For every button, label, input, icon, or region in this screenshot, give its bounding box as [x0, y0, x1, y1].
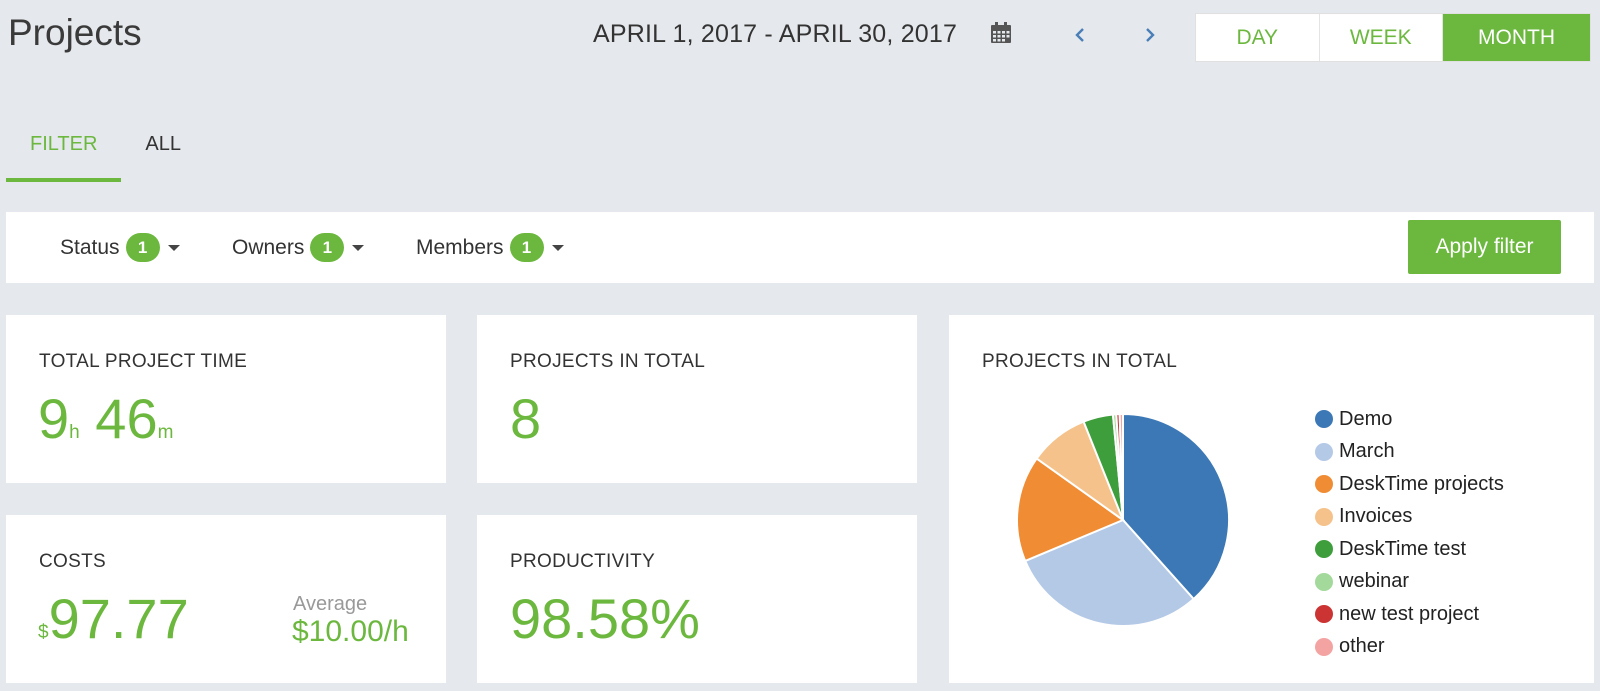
period-month-button[interactable]: MONTH	[1443, 14, 1590, 61]
average-value: $10.00/h	[292, 615, 409, 648]
pie-slice-0[interactable]	[1122, 412, 1230, 601]
status-count-badge: 1	[125, 233, 160, 262]
hours-unit: h	[69, 422, 80, 443]
card-title: COSTS	[39, 551, 106, 572]
costs-amount: 97.77	[48, 587, 189, 650]
currency-symbol: $	[38, 622, 49, 643]
members-filter-dropdown[interactable]: Members 1	[416, 233, 564, 262]
legend-label: DeskTime projects	[1339, 472, 1504, 495]
date-range: APRIL 1, 2017 - APRIL 30, 2017	[593, 20, 958, 48]
chevron-right-icon[interactable]	[1138, 22, 1162, 48]
legend-color-dot	[1315, 637, 1333, 656]
legend-color-dot	[1315, 442, 1333, 461]
legend-color-dot	[1315, 507, 1333, 526]
productivity-card: PRODUCTIVITY 98.58%	[477, 515, 917, 683]
period-day-button[interactable]: DAY	[1196, 14, 1320, 61]
caret-down-icon	[167, 244, 180, 251]
projects-chart-card: PROJECTS IN TOTAL Demo March DeskTime proj…	[949, 315, 1594, 683]
projects-total-value: 8	[510, 387, 542, 450]
legend-label: new test project	[1339, 602, 1480, 625]
card-title: TOTAL PROJECT TIME	[39, 351, 248, 372]
costs-value: $97.77	[38, 591, 189, 647]
tab-all[interactable]: ALL	[145, 133, 182, 155]
owners-count-badge: 1	[310, 233, 345, 262]
projects-total-card: PROJECTS IN TOTAL 8	[477, 315, 917, 483]
legend-item: DeskTime projects	[1315, 468, 1504, 501]
owners-filter-label: Owners	[232, 235, 305, 259]
legend-label: March	[1339, 440, 1395, 463]
legend-color-dot	[1315, 540, 1333, 559]
legend-label: Demo	[1339, 407, 1393, 430]
legend-item: other	[1315, 631, 1504, 664]
legend-label: other	[1339, 635, 1385, 658]
average-label: Average	[293, 593, 368, 615]
total-time-value: 9h 46m	[38, 391, 173, 447]
caret-down-icon	[551, 244, 564, 251]
legend-color-dot	[1315, 572, 1333, 591]
costs-card: COSTS $97.77 Average $10.00/h	[6, 515, 446, 683]
chart-legend: Demo March DeskTime projects Invoices DeskTi…	[1315, 403, 1504, 663]
page-title: Projects	[8, 12, 142, 53]
owners-filter-dropdown[interactable]: Owners 1	[232, 233, 365, 262]
period-toggle: DAY WEEK MONTH	[1195, 13, 1591, 62]
legend-label: DeskTime test	[1339, 537, 1467, 560]
period-week-button[interactable]: WEEK	[1320, 14, 1443, 61]
legend-item: webinar	[1315, 566, 1504, 599]
legend-item: Invoices	[1315, 501, 1504, 534]
legend-label: webinar	[1339, 570, 1410, 593]
members-filter-label: Members	[416, 235, 504, 259]
legend-item: Demo	[1315, 403, 1504, 436]
apply-filter-button[interactable]: Apply filter	[1408, 220, 1561, 274]
legend-label: Invoices	[1339, 505, 1413, 528]
members-count-badge: 1	[509, 233, 544, 262]
productivity-value: 98.58%	[510, 587, 700, 650]
minutes-value: 46	[95, 387, 158, 450]
legend-color-dot	[1315, 475, 1333, 494]
card-title: PRODUCTIVITY	[510, 551, 656, 572]
pie-slice-7[interactable]	[1118, 412, 1124, 521]
chevron-left-icon[interactable]	[1068, 22, 1092, 48]
total-time-card: TOTAL PROJECT TIME 9h 46m	[6, 315, 446, 483]
legend-item: March	[1315, 436, 1504, 469]
pie-slice-2[interactable]	[1016, 457, 1126, 563]
status-filter-dropdown[interactable]: Status 1	[60, 233, 180, 262]
calendar-icon[interactable]	[990, 22, 1012, 44]
filter-tabs: FILTER ALL	[6, 128, 205, 182]
hours-value: 9	[38, 387, 70, 450]
legend-color-dot	[1315, 605, 1333, 624]
status-filter-label: Status	[60, 235, 120, 259]
tab-filter[interactable]: FILTER	[6, 128, 122, 182]
legend-color-dot	[1315, 410, 1333, 429]
legend-item: DeskTime test	[1315, 533, 1504, 566]
minutes-unit: m	[157, 422, 174, 443]
filter-bar: Status 1 Owners 1 Members 1 Apply filter	[6, 212, 1594, 283]
legend-item: new test project	[1315, 598, 1504, 631]
chart-title: PROJECTS IN TOTAL	[982, 351, 1178, 372]
projects-pie-chart	[1016, 412, 1230, 627]
pie-slice-1[interactable]	[1023, 518, 1196, 627]
caret-down-icon	[352, 244, 365, 251]
card-title: PROJECTS IN TOTAL	[510, 351, 706, 372]
